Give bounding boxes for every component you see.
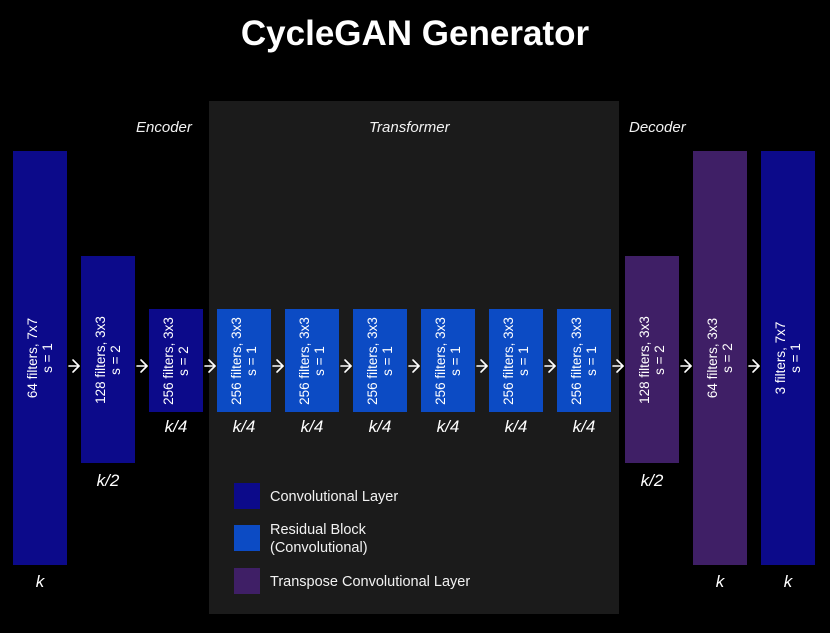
size-label-4: k/4 — [232, 417, 256, 436]
size-label-12: k — [783, 572, 793, 591]
layer-block-1: 64 filters, 7x7 s = 1 — [13, 151, 67, 565]
section-label-decoder: Decoder — [629, 119, 686, 136]
section-label-encoder: Encoder — [136, 119, 192, 136]
arrowhead-10 — [684, 359, 692, 373]
legend-swatch-transpose — [234, 568, 260, 594]
transformer-panel — [209, 101, 619, 614]
layer-block-3: 256 filters, 3x3 s = 2 — [149, 309, 203, 412]
size-label-9: k/4 — [572, 417, 596, 436]
arrowhead-4 — [276, 359, 284, 373]
layer-block-12: 3 filters, 7x7 s = 1 — [761, 151, 815, 565]
layer-block-6: 256 filters, 3x3 s = 1 — [353, 309, 407, 412]
legend-swatch-conv — [234, 483, 260, 509]
arrowhead-2 — [140, 359, 148, 373]
arrowhead-9 — [616, 359, 624, 373]
arrowhead-7 — [480, 359, 488, 373]
layer-block-2: 128 filters, 3x3 s = 2 — [81, 256, 135, 463]
section-label-transformer: Transformer — [369, 119, 450, 136]
size-label-6: k/4 — [368, 417, 392, 436]
size-label-11: k — [715, 572, 725, 591]
layer-block-10: 128 filters, 3x3 s = 2 — [625, 256, 679, 463]
size-label-10: k/2 — [640, 471, 664, 490]
size-label-5: k/4 — [300, 417, 324, 436]
legend-label-conv: Convolutional Layer — [270, 489, 399, 505]
legend-label-transpose: Transpose Convolutional Layer — [270, 574, 471, 590]
layer-block-11: 64 filters, 3x3 s = 2 — [693, 151, 747, 565]
layer-block-7: 256 filters, 3x3 s = 1 — [421, 309, 475, 412]
arrowhead-8 — [548, 359, 556, 373]
arrowhead-1 — [72, 359, 80, 373]
legend-label-residual: Residual Block (Convolutional) — [270, 522, 368, 556]
layer-block-8: 256 filters, 3x3 s = 1 — [489, 309, 543, 412]
layer-block-5: 256 filters, 3x3 s = 1 — [285, 309, 339, 412]
size-label-3: k/4 — [164, 417, 188, 436]
size-label-2: k/2 — [96, 471, 120, 490]
size-label-7: k/4 — [436, 417, 460, 436]
arrowhead-6 — [412, 359, 420, 373]
arrowhead-3 — [208, 359, 216, 373]
legend-swatch-residual — [234, 525, 260, 551]
diagram-title: CycleGAN Generator — [240, 14, 590, 53]
layer-block-4: 256 filters, 3x3 s = 1 — [217, 309, 271, 412]
arrowhead-5 — [344, 359, 352, 373]
arrowhead-11 — [752, 359, 760, 373]
layer-block-9: 256 filters, 3x3 s = 1 — [557, 309, 611, 412]
size-label-1: k — [35, 572, 45, 591]
size-label-8: k/4 — [504, 417, 528, 436]
